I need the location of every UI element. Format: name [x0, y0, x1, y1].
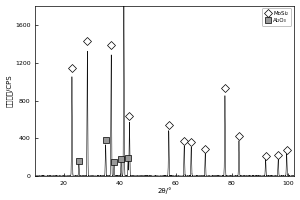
X-axis label: 2θ/°: 2θ/° [157, 188, 172, 194]
Y-axis label: 衍射強度/CPS: 衍射強度/CPS [6, 75, 12, 107]
Legend: MoSi₂, Al₂O₃: MoSi₂, Al₂O₃ [262, 8, 291, 26]
